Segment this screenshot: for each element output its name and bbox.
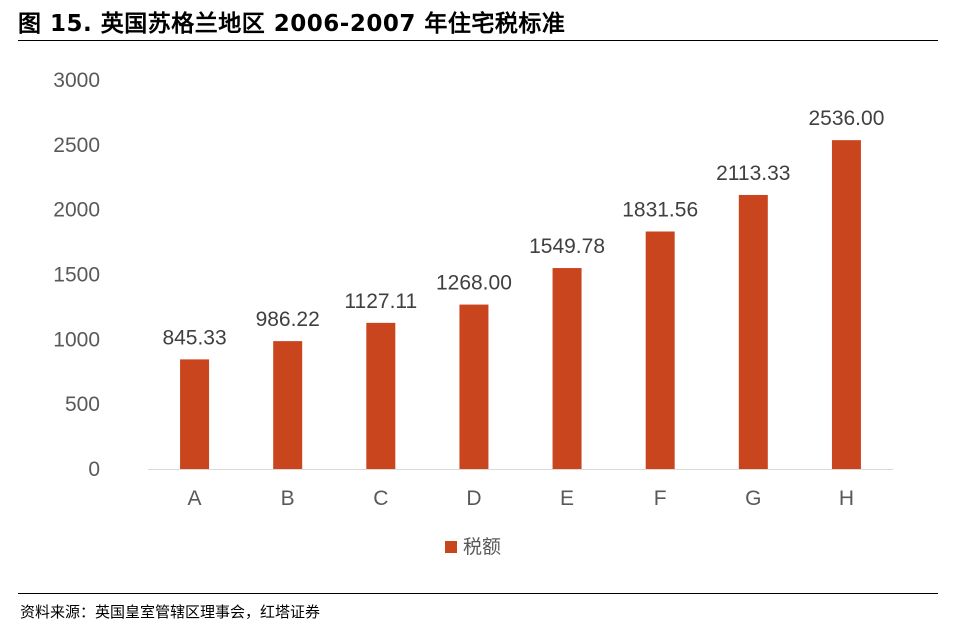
y-tick-label: 500 [65,393,100,416]
bar-H [831,140,861,469]
data-label: 986.22 [256,308,320,331]
bar-F [645,231,675,469]
y-tick-label: 2000 [53,199,100,222]
data-label: 845.33 [162,326,226,349]
bar-D [459,304,489,469]
x-tick-label: G [745,487,761,510]
top-rule [18,40,938,41]
data-label: 1831.56 [622,199,698,222]
x-tick-label: E [560,487,574,510]
y-tick-label: 1000 [53,328,100,351]
data-labels: 845.33 986.22 1127.11 1268.00 1549.78 1831.56… [162,107,884,349]
bottom-rule [18,593,938,594]
figure-title: 图 15. 英国苏格兰地区 2006-2007 年住宅税标准 [18,11,566,37]
x-axis-tick-labels: A B C D E F G H [188,487,854,510]
bar-B [273,341,303,469]
source-note: 资料来源：英国皇室管辖区理事会，红塔证券 [20,603,321,621]
bar-E [552,268,582,469]
x-tick-label: H [839,487,854,510]
bar-chart: 0 500 1000 1500 2000 2500 3000 845.33 986.22 112… [53,69,893,558]
y-tick-label: 0 [88,458,100,481]
legend-swatch [445,541,457,553]
legend: 税额 [445,536,501,558]
legend-label: 税额 [463,536,501,558]
bars [180,140,861,469]
x-tick-label: A [188,487,202,510]
y-tick-label: 3000 [53,69,100,92]
bar-A [180,359,210,469]
x-tick-label: B [281,487,295,510]
data-label: 2113.33 [716,162,790,185]
x-tick-label: F [654,487,667,510]
bar-G [738,194,768,469]
data-label: 1549.78 [529,235,605,258]
y-tick-label: 2500 [53,134,100,157]
y-tick-label: 1500 [53,264,100,287]
x-tick-label: D [466,487,481,510]
data-label: 2536.00 [808,107,884,130]
x-tick-label: C [373,487,388,510]
data-label: 1127.11 [344,290,417,313]
bar-C [366,322,396,469]
data-label: 1268.00 [436,272,512,295]
y-axis-tick-labels: 0 500 1000 1500 2000 2500 3000 [53,69,100,481]
